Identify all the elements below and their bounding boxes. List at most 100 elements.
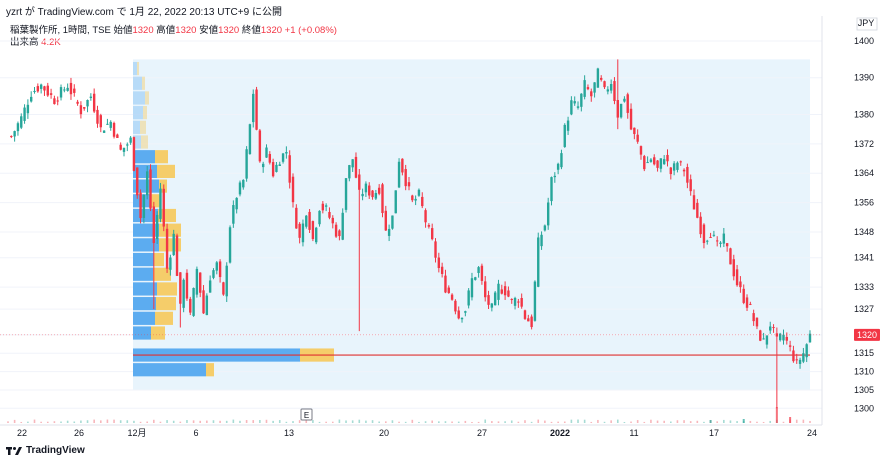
candle-body: [169, 257, 172, 270]
candle-body: [573, 101, 576, 104]
volume-bar: [404, 421, 407, 423]
profile-bar-up: [133, 363, 206, 377]
x-tick-label: 24: [807, 428, 817, 438]
candle-body: [404, 169, 407, 187]
volume-bar: [736, 421, 738, 423]
profile-bar-up: [133, 238, 159, 252]
candle-body: [215, 262, 218, 271]
candle-body: [527, 318, 530, 322]
volume-bar: [93, 419, 95, 423]
volume-bar: [630, 421, 632, 423]
y-tick-label: 1364: [854, 168, 874, 178]
candle-body: [66, 87, 69, 91]
candle-body: [619, 103, 623, 118]
candle-body: [136, 167, 139, 196]
volume-bar: [484, 419, 487, 423]
candle-body: [258, 130, 262, 162]
candle-body: [454, 300, 457, 312]
candle-body: [583, 80, 586, 97]
volume-bar: [457, 421, 460, 423]
candle-body: [484, 281, 487, 298]
candle-body: [636, 134, 639, 142]
candle-body: [255, 89, 258, 130]
candle-body: [16, 123, 20, 132]
y-tick-label: 1305: [854, 385, 874, 395]
volume-bar: [544, 420, 546, 423]
y-tick-label: 1348: [854, 227, 874, 237]
profile-bar-down: [159, 238, 181, 252]
candle-body: [722, 233, 726, 244]
candle-body: [653, 157, 656, 165]
candle-body: [421, 196, 424, 207]
candle-body: [53, 98, 56, 105]
candle-body: [500, 289, 503, 294]
profile-bar-up: [133, 267, 153, 281]
volume-bar: [172, 420, 175, 423]
profile-bar-down: [157, 282, 177, 296]
volume-bar: [762, 421, 765, 423]
candle-body: [662, 159, 666, 165]
candle-body: [92, 93, 96, 112]
candle-body: [593, 82, 596, 93]
x-tick-label: 6: [193, 428, 198, 438]
candle-body: [232, 205, 235, 224]
candle-body: [732, 259, 735, 277]
volume-bar: [186, 420, 188, 423]
candle-body: [643, 156, 646, 170]
candle-body: [795, 359, 798, 361]
volume-bar: [643, 421, 646, 423]
candle-body: [391, 215, 394, 229]
candle-body: [106, 123, 109, 125]
candle-body: [338, 230, 341, 237]
volume-bar: [510, 420, 513, 423]
candle-body: [49, 93, 53, 95]
volume-legend: 出来高 4.2K: [10, 34, 61, 48]
high-label: 高値: [156, 25, 176, 36]
volume-bar: [809, 420, 811, 423]
volume-bar: [590, 421, 593, 423]
candle-body: [629, 108, 633, 130]
candle-body: [371, 190, 374, 198]
candle-body: [580, 93, 583, 107]
profile-bar-down: [156, 297, 176, 311]
volume-bar: [451, 421, 453, 423]
candle-body: [281, 153, 285, 162]
volume-bar: [259, 420, 261, 423]
volume-bar: [99, 420, 102, 423]
candle-body: [467, 290, 470, 306]
volume-bar: [431, 420, 433, 423]
volume-bar: [597, 419, 599, 423]
candle-body: [490, 303, 494, 308]
candle-body: [126, 144, 129, 146]
candle-body: [361, 193, 364, 197]
volume-profile: [133, 61, 810, 377]
volume-bar: [278, 420, 281, 423]
volume-bar: [775, 407, 778, 423]
candle-body: [149, 169, 152, 209]
candle-body: [778, 333, 782, 341]
candle-body: [570, 100, 573, 115]
volume-bar: [206, 420, 208, 423]
candle-body: [656, 160, 659, 168]
candle-body: [556, 163, 560, 170]
profile-bar-up: [133, 223, 159, 237]
candle-body: [470, 278, 474, 298]
volume-bar: [225, 420, 228, 423]
profile-bar-down: [151, 194, 160, 208]
candle-body: [666, 154, 669, 162]
candle-body: [298, 223, 301, 238]
candle-body: [782, 334, 785, 341]
candle-body: [212, 270, 215, 278]
y-tick-label: 1300: [854, 403, 874, 413]
candle-body: [689, 179, 692, 192]
y-tick-label: 1315: [854, 348, 874, 358]
candle-body: [553, 175, 557, 178]
candle-body: [772, 327, 775, 329]
candle-body: [202, 290, 205, 314]
x-tick-label: 13: [284, 428, 294, 438]
profile-bar-down: [140, 120, 146, 134]
candle-body: [155, 214, 159, 240]
candle-body: [242, 179, 245, 188]
y-tick-label: 1380: [854, 109, 874, 119]
